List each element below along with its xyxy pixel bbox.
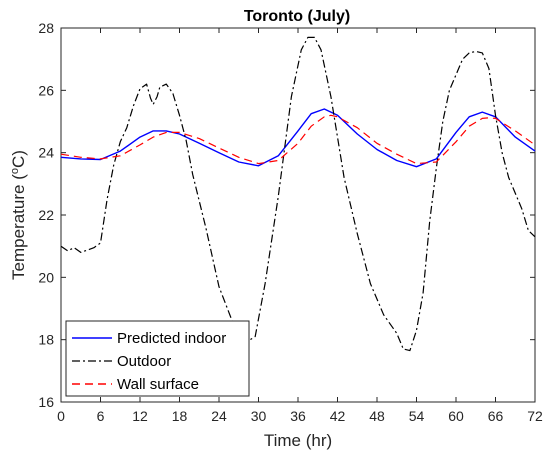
y-tick-label: 28 [38, 20, 54, 36]
legend-label-predicted-indoor: Predicted indoor [117, 330, 226, 347]
chart-title: Toronto (July) [244, 8, 350, 25]
x-axis-label: Time (hr) [264, 431, 332, 450]
x-tick-label: 30 [251, 408, 267, 424]
x-tick-labels: 0 6 12 18 24 30 36 42 48 54 60 66 72 [57, 408, 543, 424]
y-tick-label: 22 [38, 207, 54, 223]
legend: Predicted indoor Outdoor Wall surface [65, 320, 250, 397]
series-layer [60, 36, 536, 352]
y-tick-label: 16 [38, 394, 54, 410]
x-tick-label: 54 [409, 408, 425, 424]
x-tick-label: 72 [527, 408, 543, 424]
y-axis-label: Temperature (oC) [9, 150, 28, 280]
y-tick-label: 26 [38, 82, 54, 98]
y-axis-label-prefix: Temperature ( [9, 174, 28, 280]
x-tick-label: 36 [290, 408, 306, 424]
series-line-outdoor [60, 36, 536, 352]
y-axis-label-suffix: C) [9, 150, 28, 168]
x-tick-label: 66 [488, 408, 504, 424]
legend-box [65, 320, 250, 397]
series-line-predicted-indoor [60, 108, 536, 168]
x-tick-label: 42 [330, 408, 346, 424]
series-line-wall-surface [60, 114, 536, 165]
x-tick-label: 24 [211, 408, 227, 424]
x-tick-label: 18 [172, 408, 188, 424]
x-tick-label: 6 [97, 408, 105, 424]
axis-ticks [60, 27, 536, 403]
x-tick-label: 12 [132, 408, 148, 424]
legend-label-outdoor: Outdoor [117, 353, 171, 370]
x-tick-label: 60 [448, 408, 464, 424]
legend-label-wall-surface: Wall surface [117, 376, 199, 393]
x-tick-label: 48 [369, 408, 385, 424]
y-tick-label: 24 [38, 145, 54, 161]
x-tick-label: 0 [57, 408, 65, 424]
y-tick-label: 18 [38, 332, 54, 348]
y-tick-label: 20 [38, 269, 54, 285]
y-axis-label-sup: o [9, 168, 21, 174]
y-tick-labels: 16 18 20 22 24 26 28 [38, 20, 54, 410]
